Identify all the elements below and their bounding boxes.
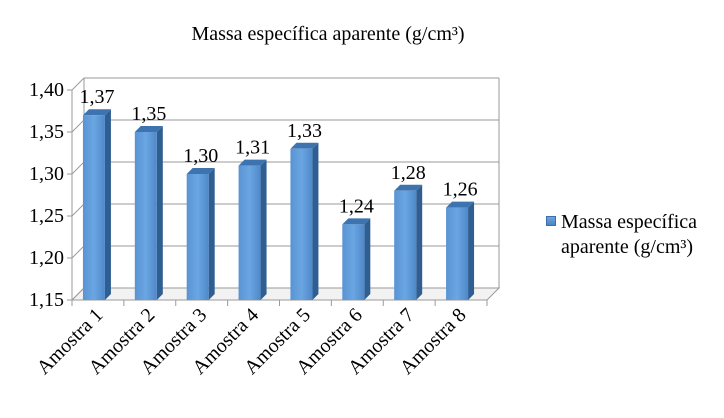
bar-front <box>290 148 313 300</box>
gridline-depth <box>71 245 85 259</box>
bar-front <box>342 224 365 300</box>
data-label: 1,33 <box>287 120 322 142</box>
bar <box>394 184 423 300</box>
bars <box>82 109 475 300</box>
bar-top <box>342 218 371 225</box>
gridline-depth <box>71 119 85 133</box>
bar-side <box>260 159 267 300</box>
gridline-depth <box>71 203 85 217</box>
bar-side <box>312 142 319 300</box>
bar-front <box>186 174 209 300</box>
y-tick-label: 1,25 <box>29 205 64 227</box>
data-label: 1,37 <box>79 86 114 108</box>
bar-top <box>82 109 111 116</box>
data-labels: 1,37 1,35 1,30 1,31 1,33 1,24 1,28 1,26 <box>79 86 477 217</box>
data-label: 1,31 <box>235 137 270 159</box>
gridline-depth <box>71 77 85 91</box>
data-label: 1,24 <box>339 195 374 217</box>
bar-top <box>238 159 267 166</box>
legend-label: Massa específica aparente (g/cm³) <box>561 211 698 258</box>
bar-top <box>134 126 163 132</box>
bar-top <box>446 201 475 208</box>
bar <box>238 159 267 300</box>
bar-side <box>104 109 111 300</box>
bar-top <box>290 142 319 149</box>
bar-side <box>208 168 215 300</box>
y-tick-label: 1,15 <box>29 289 64 311</box>
bar <box>134 126 163 300</box>
bar-top <box>394 184 423 191</box>
y-tick-label: 1,40 <box>29 79 64 101</box>
bar-side <box>416 184 423 300</box>
bar-front <box>446 207 469 300</box>
bar-top <box>186 168 215 174</box>
y-tick-label: 1,30 <box>29 163 64 185</box>
y-tick-label: 1,20 <box>29 247 64 269</box>
bar <box>290 142 319 300</box>
bar <box>446 201 475 300</box>
bar-front <box>238 165 261 300</box>
bar-side <box>156 126 163 300</box>
bar <box>342 218 371 300</box>
data-label: 1,26 <box>443 179 478 201</box>
bar <box>186 168 215 300</box>
bar-side <box>364 218 371 300</box>
data-label: 1,35 <box>131 103 166 125</box>
gridline-depth <box>71 287 85 301</box>
bar-side <box>468 201 475 300</box>
bar-front <box>394 190 417 300</box>
bar-front <box>82 115 105 300</box>
gridline-depth <box>71 161 85 175</box>
data-label: 1,28 <box>391 162 426 184</box>
y-axis-ticks: 1,15 1,20 1,25 1,30 1,35 1,40 <box>29 79 64 311</box>
y-tick-label: 1,35 <box>29 121 64 143</box>
legend: Massa específica aparente (g/cm³) <box>546 210 724 260</box>
bar <box>82 109 111 300</box>
data-label: 1,30 <box>183 145 218 167</box>
legend-swatch <box>546 216 556 226</box>
chart-title: Massa específica aparente (g/cm³) <box>191 23 464 45</box>
bar-front <box>134 132 157 300</box>
